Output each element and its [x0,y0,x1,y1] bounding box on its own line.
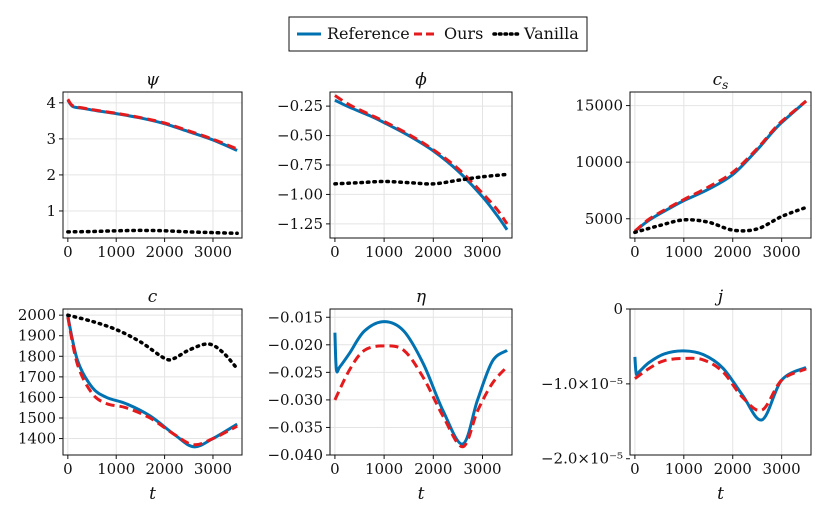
plot-frame [62,308,243,456]
y-tick-label: 1600 [18,388,56,406]
y-tick-label: 2 [46,166,56,184]
x-tick-label: 3000 [194,460,232,478]
x-tick-label: 0 [630,460,640,478]
plot-area [630,309,811,455]
panel-title: c [148,287,158,307]
series-line-ours [634,356,807,413]
plot-frame [629,91,812,239]
plot-frame [629,308,812,456]
y-tick-label: −1.00 [277,185,323,203]
y-tick-label: 15000 [575,97,623,115]
panel-title: j [714,287,724,307]
series-line-ours [66,316,238,447]
chart-panel-psi: 0 1000 2000 3000 1 2 3 4 ψ [46,70,243,261]
y-tick-label: 4 [46,94,56,112]
chart-panel-c: 0 1000 2000 3000 1400 1500 1600 1700 1800 1900 200… [18,287,243,504]
plot-frame [62,91,243,239]
series-line-reference [333,320,508,446]
y-tick-label: −0.035 [267,418,323,436]
y-tick-label: 5000 [585,210,623,228]
x-tick-label: 3000 [463,460,501,478]
x-tick-label: 0 [630,243,640,261]
x-tick-label: 0 [330,460,340,478]
series-line-reference [66,315,238,449]
x-tick-label: 3000 [763,460,801,478]
y-tick-label: 1400 [18,430,56,448]
series-line-vanilla [633,205,808,235]
y-tick-label: 0 [613,300,623,318]
legend-frame [288,16,588,52]
legend-label-vanilla: Vanilla [523,24,579,43]
x-tick-label: 2000 [414,243,452,261]
x-tick-label: 1000 [665,243,703,261]
x-tick-label: 3000 [194,243,232,261]
x-tick-label: 1000 [365,243,403,261]
y-tick-label: 1700 [18,368,56,386]
chart-panel-j: 0 1000 2000 3000 0 −1.0×10⁻⁵ −2.0×10⁻⁵ j t [541,287,812,504]
x-axis-label: t [717,484,724,504]
panel-title: η [416,287,427,307]
chart-panel-eta: 0 1000 2000 3000 −0.015 −0.020 −0.025 −0.030 −0.… [267,287,513,504]
plot-area [63,92,242,238]
y-tick-label: 10000 [575,153,623,171]
x-tick-label: 0 [330,243,340,261]
panel-title: ϕ [415,70,427,90]
x-axis-label: t [149,484,156,504]
y-tick-label: −0.025 [267,363,323,381]
y-tick-label: 2000 [18,306,56,324]
series-line-vanilla [66,313,239,371]
x-tick-label: 1000 [97,243,135,261]
series-line-vanilla [66,228,239,236]
y-tick-label: 1800 [18,347,56,365]
chart-panel-c-s: 0 1000 2000 3000 5000 10000 15000 cs [575,70,812,261]
x-tick-label: 1000 [665,460,703,478]
series-line-ours [633,99,808,233]
y-tick-label: 1500 [18,409,56,427]
x-axis-label: t [418,484,425,504]
x-tick-label: 2000 [714,460,752,478]
y-tick-label: 3 [46,130,56,148]
y-tick-label: 1 [46,202,56,220]
plot-area [330,309,512,455]
x-tick-label: 3000 [763,243,801,261]
y-tick-label: 1900 [18,327,56,345]
y-tick-label: −0.75 [277,156,323,174]
panel-title: ψ [146,70,160,90]
y-tick-label: −2.0×10⁻⁵ [541,450,623,468]
plot-frame [329,308,513,456]
legend-label-reference: Reference [327,24,410,43]
x-tick-label: 1000 [97,460,135,478]
x-tick-label: 0 [63,460,73,478]
y-tick-label: −0.030 [267,391,323,409]
x-tick-label: 2000 [414,460,452,478]
chart-panel-phi: 0 1000 2000 3000 −0.25 −0.50 −0.75 −1.00 −1.25 ϕ [277,70,513,261]
x-tick-label: 3000 [463,243,501,261]
y-tick-label: −0.040 [267,446,323,464]
x-tick-label: 0 [63,243,73,261]
series-line-reference [633,349,807,422]
series-line-ours [66,98,238,151]
y-tick-label: −0.015 [267,308,323,326]
legend-label-ours: Ours [444,24,483,43]
x-tick-label: 2000 [146,460,184,478]
y-tick-label: −0.25 [277,97,323,115]
y-tick-label: −0.020 [267,336,323,354]
x-tick-label: 1000 [365,460,403,478]
y-tick-label: −1.0×10⁻⁵ [541,375,623,393]
series-line-vanilla [333,172,509,186]
plot-area [63,309,242,455]
panel-title: cs [713,70,729,92]
x-tick-label: 2000 [714,243,752,261]
x-tick-label: 2000 [146,243,184,261]
series-line-ours [334,94,509,225]
y-tick-label: −1.25 [277,215,323,233]
y-tick-label: −0.50 [277,127,323,145]
legend: Reference Ours Vanilla [288,16,588,52]
series-line-ours [333,344,509,449]
